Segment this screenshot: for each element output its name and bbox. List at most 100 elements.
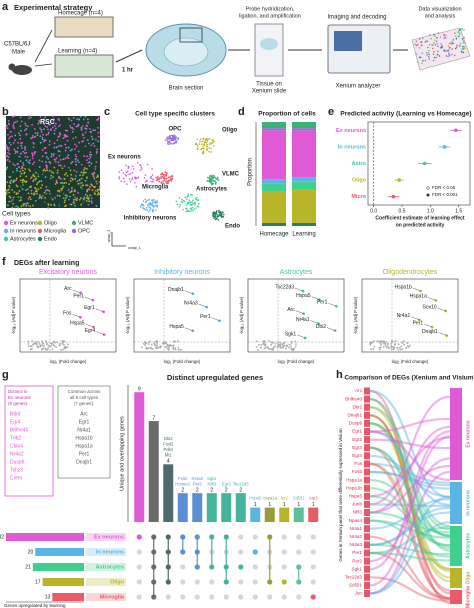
cell-dot bbox=[86, 188, 89, 191]
matrix-dot bbox=[136, 534, 142, 540]
cell-dot bbox=[10, 130, 12, 133]
gene-dot bbox=[277, 341, 279, 344]
gene-dot bbox=[288, 343, 291, 346]
cell-dot bbox=[32, 174, 35, 177]
cell-dot bbox=[19, 125, 22, 127]
gene-node bbox=[364, 509, 370, 516]
umap-dot bbox=[143, 208, 145, 210]
y-tick-label: In neurons bbox=[338, 144, 366, 150]
gene-dot bbox=[317, 322, 320, 325]
umap-dot bbox=[131, 177, 134, 179]
cell-dot bbox=[50, 196, 53, 199]
cell-dot bbox=[20, 205, 23, 208]
cell-dot bbox=[34, 171, 37, 174]
gene-label: Junb bbox=[352, 502, 362, 507]
cell-dot bbox=[24, 168, 27, 170]
cell-dot bbox=[62, 137, 65, 140]
flow bbox=[369, 457, 451, 563]
umap-dot bbox=[170, 139, 172, 142]
flow bbox=[369, 526, 451, 555]
cell-dot bbox=[94, 138, 97, 141]
cell-dot bbox=[22, 169, 24, 172]
flow bbox=[369, 498, 451, 530]
cell-dot bbox=[8, 141, 11, 144]
vis-dot bbox=[416, 61, 419, 63]
gene-label: Per1 bbox=[352, 550, 362, 555]
umap-dot bbox=[214, 215, 217, 218]
set-label: Astrocytes bbox=[96, 564, 124, 570]
gene-dot bbox=[268, 340, 270, 342]
panel-label: g bbox=[2, 369, 9, 381]
cell-dot bbox=[24, 124, 27, 127]
cell-dot bbox=[54, 183, 57, 185]
umap-dot bbox=[200, 143, 203, 146]
vis-dot bbox=[427, 55, 430, 58]
dot bbox=[422, 161, 427, 166]
cell-dot bbox=[28, 117, 30, 120]
vis-dot bbox=[452, 39, 455, 41]
gene-dot bbox=[387, 345, 389, 348]
cell-dot bbox=[8, 195, 11, 198]
cell-dot bbox=[50, 174, 53, 177]
cell-dot bbox=[33, 153, 36, 155]
matrix-dot bbox=[136, 579, 142, 585]
cell-dot bbox=[57, 161, 60, 164]
umap-dot bbox=[132, 167, 135, 170]
cell-dot bbox=[20, 199, 22, 201]
cell-dot bbox=[59, 164, 62, 167]
bar bbox=[35, 548, 84, 556]
leader bbox=[184, 290, 193, 294]
umap-dot bbox=[137, 177, 139, 179]
cell-dot bbox=[36, 132, 39, 134]
cell-dot bbox=[60, 182, 62, 184]
gene-dot bbox=[151, 347, 154, 350]
matrix-dot bbox=[136, 549, 142, 555]
cell-dot bbox=[75, 145, 78, 148]
label: Imaging and decoding bbox=[327, 15, 386, 21]
gene-dot bbox=[393, 343, 396, 346]
target-node bbox=[450, 388, 462, 480]
gene-dot bbox=[147, 347, 150, 350]
gene-dot bbox=[144, 344, 147, 346]
flow bbox=[369, 425, 451, 514]
cell-dot bbox=[69, 169, 72, 172]
umap-dot bbox=[187, 193, 190, 195]
cell-dot bbox=[86, 190, 88, 193]
gene-dot bbox=[405, 347, 407, 350]
gene-label: Fos bbox=[354, 461, 362, 466]
vis-dot bbox=[427, 46, 429, 49]
umap-dot bbox=[123, 180, 126, 183]
gene-dot bbox=[408, 344, 411, 347]
bar bbox=[308, 507, 319, 522]
cell-dot bbox=[14, 152, 17, 155]
cell-dot bbox=[7, 156, 10, 158]
leader bbox=[297, 334, 306, 339]
cell-dot bbox=[37, 175, 40, 178]
gene-label: Mt1 bbox=[165, 452, 173, 457]
flow bbox=[369, 414, 451, 579]
vis-dot bbox=[428, 53, 431, 56]
cell-dot bbox=[31, 155, 34, 157]
cell-dot bbox=[25, 128, 28, 130]
leader bbox=[427, 297, 436, 301]
gene-label: Egr4 bbox=[352, 453, 362, 458]
vis-dot bbox=[443, 33, 446, 36]
gene-label: Sgk1 bbox=[352, 566, 363, 571]
umap-dot bbox=[186, 210, 189, 212]
cell-dot bbox=[10, 200, 13, 203]
cell-dot bbox=[64, 149, 67, 152]
gene-label: Nr4a1 bbox=[296, 317, 310, 323]
cell-dot bbox=[68, 198, 70, 201]
cell-dot bbox=[56, 194, 59, 197]
vis-dot bbox=[437, 50, 439, 53]
cell-dot bbox=[74, 158, 77, 160]
cell-dot bbox=[22, 150, 25, 153]
umap-dot bbox=[118, 176, 120, 178]
umap-dot bbox=[150, 175, 153, 178]
label: log₂ (Fold change) bbox=[392, 359, 429, 364]
cell-dot bbox=[15, 193, 18, 196]
umap-dot bbox=[176, 203, 179, 205]
legend-label: Microglia bbox=[44, 228, 67, 234]
umap-dot bbox=[149, 209, 151, 211]
